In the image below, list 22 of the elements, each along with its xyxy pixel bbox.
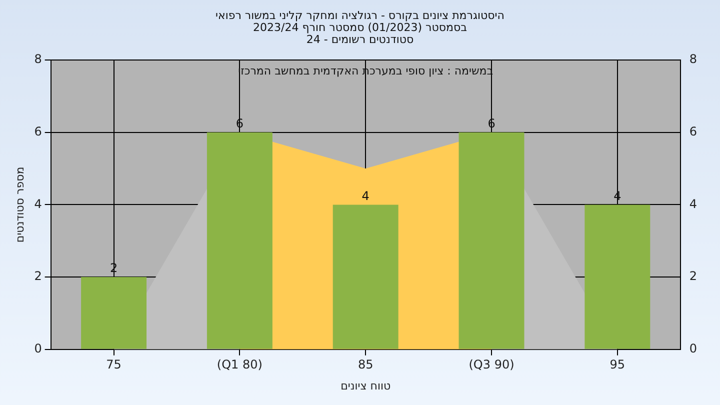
y-tick-label: 6 xyxy=(34,124,42,138)
x-tick-label: (Q1 80) xyxy=(216,358,262,372)
x-tick-label: 85 xyxy=(358,358,374,372)
x-tick-label: (Q3 90) xyxy=(468,358,514,372)
y2-tick-label: 4 xyxy=(689,196,698,211)
x-tick-label: 75 xyxy=(106,358,122,372)
x-axis-title: טווח ציונים xyxy=(340,379,391,392)
data-label: 4 xyxy=(362,188,370,203)
bar xyxy=(81,277,147,349)
y-axis-title: מספר סטודנטים xyxy=(13,166,26,243)
y2-tick-label: 0 xyxy=(689,342,698,356)
y-tick-label: 0 xyxy=(34,342,42,356)
y-tick-label: 2 xyxy=(34,269,42,284)
x-tick-label: 95 xyxy=(610,358,626,372)
y2-tick-label: 6 xyxy=(689,124,698,138)
bar xyxy=(332,204,398,349)
y2-tick-label: 2 xyxy=(689,269,698,284)
y-tick-label: 4 xyxy=(34,196,42,211)
chart-title: היסטוגרמת ציונים בקורס - רגולציה ומחקר קליני במשור רפואי xyxy=(214,9,506,22)
y2-tick-label: 8 xyxy=(689,52,698,66)
chart-subtitle: בסמסטר (01/2023) סמסטר חורף 2023/24 סטודנטים רשומים - 24 xyxy=(252,21,468,46)
y-tick-label: 8 xyxy=(34,52,42,66)
